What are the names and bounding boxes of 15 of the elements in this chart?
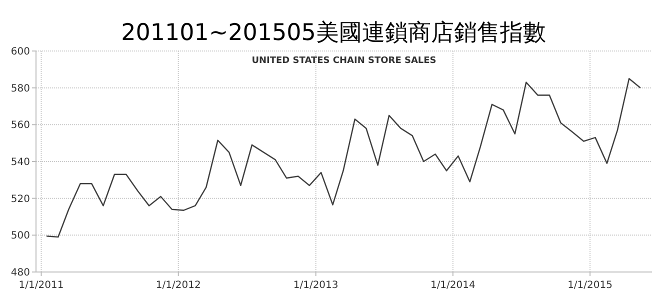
y-tick-label: 520: [10, 194, 30, 205]
x-tick-label: 1/1/2012: [156, 280, 201, 291]
y-tick-label: 560: [10, 120, 30, 132]
y-tick-label: 480: [10, 268, 30, 278]
x-tick-label: 1/1/2014: [430, 280, 476, 291]
x-tick-label: 1/1/2011: [18, 280, 64, 291]
x-tick-label: 1/1/2013: [293, 280, 338, 291]
y-tick-label: 580: [10, 83, 30, 94]
x-tick-label: 1/1/2015: [568, 280, 612, 291]
line-series: [46, 78, 642, 238]
y-tick-label: 540: [10, 157, 30, 168]
text: UNITED STATES CHAIN STORE SALES: [252, 56, 436, 66]
chart-title: 201101~201505美國連鎖商店銷售指數: [121, 20, 546, 46]
y-tick-label: 500: [10, 230, 30, 242]
y-tick-label: 600: [10, 46, 30, 58]
